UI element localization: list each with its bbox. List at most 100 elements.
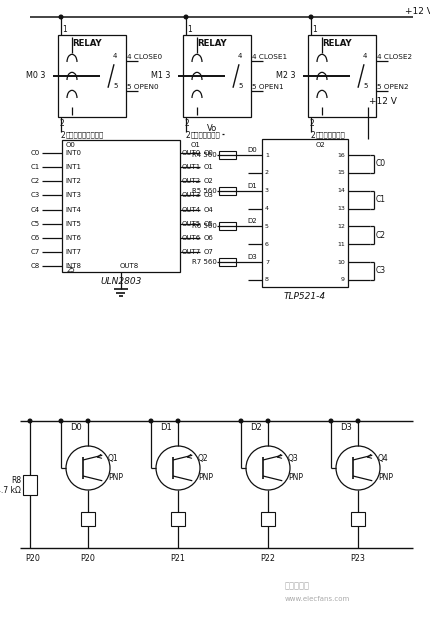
- Bar: [218, 187, 236, 195]
- Text: 2: 2: [61, 131, 66, 140]
- Text: C5: C5: [31, 221, 40, 227]
- Bar: [307, 35, 375, 117]
- Text: PNP: PNP: [108, 473, 123, 482]
- Text: 1: 1: [311, 25, 316, 34]
- Text: 5: 5: [362, 82, 366, 89]
- Text: C7: C7: [31, 249, 40, 255]
- Text: +12 V: +12 V: [368, 97, 396, 106]
- Text: D3: D3: [247, 254, 256, 260]
- Text: 2: 2: [60, 119, 64, 128]
- Text: P21: P21: [169, 554, 184, 563]
- Text: 14: 14: [336, 188, 344, 193]
- Text: Vo: Vo: [206, 124, 217, 133]
- Text: C8: C8: [31, 264, 40, 269]
- Text: C1: C1: [31, 164, 40, 170]
- Text: OUT5: OUT5: [181, 221, 201, 227]
- Circle shape: [355, 419, 359, 423]
- Circle shape: [59, 16, 63, 19]
- Text: INT6: INT6: [65, 235, 81, 241]
- Text: 接空调电源控制开关: 接空调电源控制开关: [66, 131, 104, 138]
- Text: C0: C0: [31, 150, 40, 156]
- Text: 4 CLOSE0: 4 CLOSE0: [127, 54, 162, 60]
- Text: OUT7: OUT7: [181, 249, 201, 255]
- Bar: [218, 223, 236, 231]
- Text: INT0: INT0: [65, 150, 81, 156]
- Text: R6 560: R6 560: [192, 223, 216, 229]
- Text: D0: D0: [70, 423, 82, 432]
- Text: P20: P20: [25, 554, 40, 563]
- Text: C3: C3: [375, 267, 385, 275]
- Text: OUT1: OUT1: [181, 164, 201, 170]
- Text: 9: 9: [340, 277, 344, 282]
- Text: D0: D0: [247, 147, 256, 153]
- Text: INT7: INT7: [65, 249, 81, 255]
- Text: O7: O7: [203, 249, 213, 255]
- Text: O1: O1: [203, 164, 213, 170]
- Text: PNP: PNP: [287, 473, 302, 482]
- Text: D1: D1: [247, 183, 256, 188]
- Text: O2: O2: [203, 178, 213, 184]
- Text: OUT3: OUT3: [181, 192, 201, 198]
- Text: 5: 5: [113, 82, 117, 89]
- Text: Q4: Q4: [377, 454, 388, 463]
- Text: M0 3: M0 3: [26, 71, 45, 81]
- Text: INT5: INT5: [65, 221, 81, 227]
- Text: C6: C6: [31, 235, 40, 241]
- Text: M1 3: M1 3: [150, 71, 170, 81]
- Circle shape: [239, 419, 242, 423]
- Bar: [81, 512, 95, 526]
- Text: 电子发烧友: 电子发烧友: [284, 581, 309, 590]
- Text: INT8: INT8: [65, 264, 81, 269]
- Text: 接空调致热开关: 接空调致热开关: [315, 131, 345, 138]
- Bar: [218, 151, 236, 159]
- Circle shape: [176, 419, 179, 423]
- Text: C0: C0: [375, 159, 385, 169]
- Text: OUT2: OUT2: [181, 178, 201, 184]
- Text: 4: 4: [113, 53, 117, 60]
- Text: OUT6: OUT6: [181, 235, 201, 241]
- Text: www.elecfans.com: www.elecfans.com: [284, 596, 350, 602]
- Text: 5: 5: [264, 224, 268, 229]
- Text: 4: 4: [264, 206, 268, 211]
- Circle shape: [59, 419, 63, 423]
- Text: D2: D2: [247, 218, 256, 224]
- Circle shape: [308, 16, 312, 19]
- Text: 4 CLOSE2: 4 CLOSE2: [376, 54, 411, 60]
- Text: P22: P22: [259, 554, 274, 563]
- Text: PNP: PNP: [197, 473, 212, 482]
- Text: RELAY: RELAY: [72, 39, 101, 48]
- Circle shape: [329, 419, 332, 423]
- Circle shape: [266, 419, 269, 423]
- Text: OUT0: OUT0: [181, 150, 201, 156]
- Text: 13: 13: [336, 206, 344, 211]
- Text: C2: C2: [31, 178, 40, 184]
- Text: O4: O4: [203, 206, 213, 213]
- Text: 6: 6: [264, 242, 268, 247]
- Text: 4: 4: [362, 53, 366, 60]
- Text: 3: 3: [264, 188, 268, 193]
- Circle shape: [86, 419, 89, 423]
- Circle shape: [149, 419, 153, 423]
- Text: 4.7 kΩ: 4.7 kΩ: [0, 486, 21, 495]
- Text: 5 OPEN2: 5 OPEN2: [376, 84, 408, 90]
- Bar: [350, 512, 364, 526]
- Bar: [23, 474, 37, 495]
- Text: 5 OPEN1: 5 OPEN1: [252, 84, 283, 90]
- Text: 2: 2: [264, 170, 268, 175]
- Text: 12: 12: [336, 224, 344, 229]
- Text: O3: O3: [203, 192, 213, 198]
- Text: D1: D1: [160, 423, 171, 432]
- Text: 5 OPEN0: 5 OPEN0: [127, 84, 158, 90]
- Text: C2: C2: [375, 231, 385, 240]
- Text: Q3: Q3: [287, 454, 298, 463]
- Bar: [171, 512, 184, 526]
- Text: C3: C3: [31, 192, 40, 198]
- Text: 1: 1: [62, 25, 67, 34]
- Text: 4 CLOSE1: 4 CLOSE1: [252, 54, 286, 60]
- Text: 7: 7: [264, 260, 268, 265]
- Text: 接空调致冷开关: 接空调致冷开关: [190, 131, 220, 138]
- Text: RELAY: RELAY: [197, 39, 226, 48]
- Text: 8: 8: [264, 277, 268, 282]
- Text: 5: 5: [237, 82, 242, 89]
- Text: Q2: Q2: [197, 454, 208, 463]
